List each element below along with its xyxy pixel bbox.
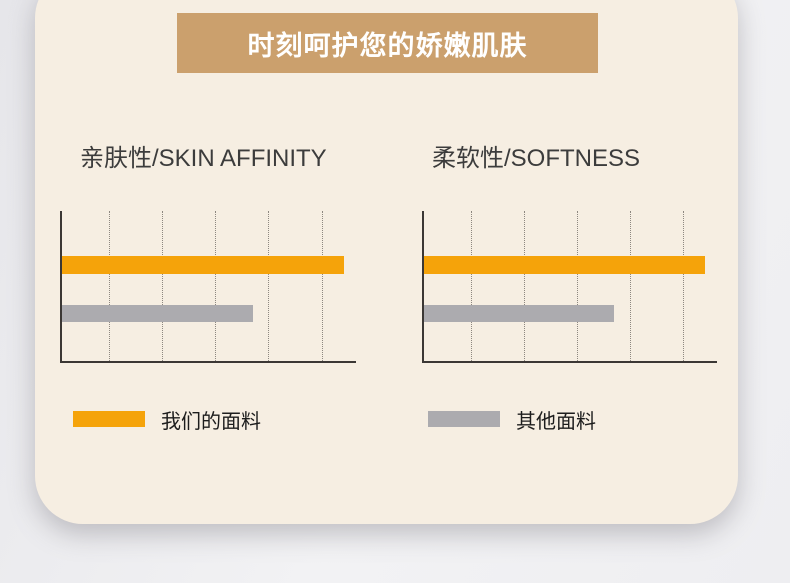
- bar-series-1: [424, 305, 615, 322]
- bar-series-0: [62, 256, 345, 274]
- chart-plot-softness: [422, 211, 717, 363]
- gridline: [215, 211, 217, 361]
- bar-series-0: [424, 256, 706, 274]
- bar-series-1: [62, 305, 254, 322]
- chart-title-skin-affinity: 亲肤性/SKIN AFFINITY: [80, 145, 327, 172]
- banner-title: 时刻呵护您的娇嫩肌肤: [247, 30, 528, 61]
- gridline: [470, 211, 472, 361]
- legend-other-fabric: 其他面料: [428, 404, 596, 434]
- gridline: [629, 211, 631, 361]
- gridline: [161, 211, 163, 361]
- chart-plot-skin-affinity: [60, 211, 356, 363]
- legend-label-other-fabric: 其他面料: [516, 410, 596, 433]
- legend-swatch-our-fabric: [73, 411, 145, 427]
- legend-label-our-fabric: 我们的面料: [161, 410, 261, 433]
- content-card: 时刻呵护您的娇嫩肌肤 亲肤性/SKIN AFFINITY 柔软性/SOFTNES…: [35, 0, 738, 524]
- gridline: [576, 211, 578, 361]
- gridline: [321, 211, 323, 361]
- gridline: [108, 211, 110, 361]
- legend-swatch-other-fabric: [428, 411, 500, 427]
- gridline: [268, 211, 270, 361]
- chart-title-softness: 柔软性/SOFTNESS: [432, 145, 641, 172]
- gridline: [523, 211, 525, 361]
- banner: 时刻呵护您的娇嫩肌肤: [177, 13, 598, 73]
- legend-our-fabric: 我们的面料: [73, 404, 261, 434]
- gridline: [682, 211, 684, 361]
